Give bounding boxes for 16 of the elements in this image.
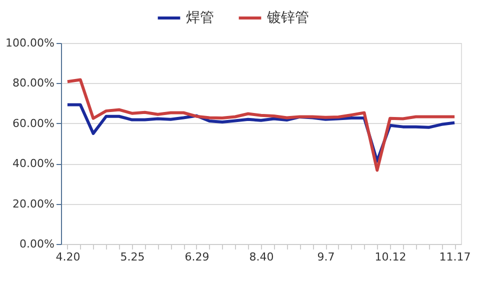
y-tick-label: 60.00% (12, 116, 54, 130)
x-tick-label: 8.40 (249, 250, 274, 264)
x-tick-label: 5.25 (120, 250, 145, 264)
x-tick-label: 6.29 (184, 250, 210, 264)
line-series (66, 78, 456, 172)
legend-label: 镀锌管 (266, 10, 309, 26)
y-tick-label: 80.00% (12, 76, 54, 90)
x-tick-label: 9.7 (317, 250, 335, 264)
x-tick-label: 4.20 (56, 250, 80, 264)
y-tick-label: 100.00% (6, 36, 54, 50)
y-tick-label: 0.00% (20, 238, 54, 250)
y-tick-label: 40.00% (12, 157, 54, 170)
y-tick-label: 20.00% (12, 197, 54, 210)
x-tick-label: 11.17 (439, 250, 471, 264)
x-tick-label: 10.12 (374, 250, 406, 264)
legend-label: 焊管 (186, 10, 214, 26)
